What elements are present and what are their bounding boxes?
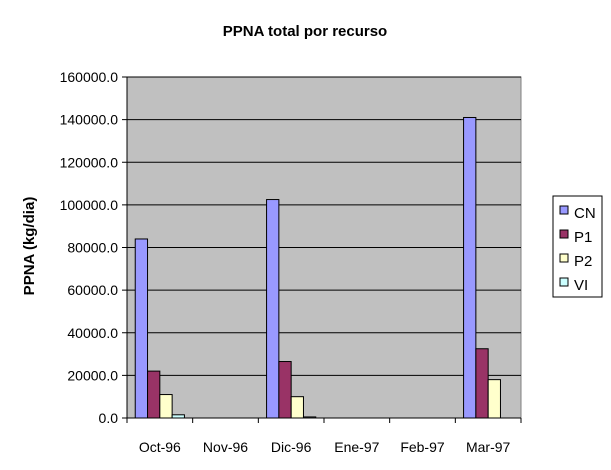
chart-title: PPNA total por recurso xyxy=(223,23,387,40)
x-tick-label: Ene-97 xyxy=(334,439,379,455)
y-tick-label: 140000.0 xyxy=(60,112,119,128)
bar-cn xyxy=(134,238,149,419)
y-tick-label: 0.0 xyxy=(99,410,119,426)
y-tick-label: 60000.0 xyxy=(67,282,118,298)
x-tick-label: Mar-97 xyxy=(466,439,511,455)
y-tick-label: 80000.0 xyxy=(67,240,118,256)
x-tick-label: Feb-97 xyxy=(400,439,445,455)
y-tick-label: 40000.0 xyxy=(67,325,118,341)
y-tick-label: 100000.0 xyxy=(60,197,119,213)
legend-swatch xyxy=(559,277,569,287)
bar-p1 xyxy=(475,348,489,419)
y-axis-title: PPNA (kg/dia) xyxy=(21,197,38,296)
legend-label: VI xyxy=(574,277,588,294)
bar-cn xyxy=(463,116,477,419)
bar-p1 xyxy=(147,370,161,419)
legend-label: P1 xyxy=(574,229,592,246)
bar-p1 xyxy=(278,361,292,419)
x-tick-label: Nov-96 xyxy=(203,439,248,455)
x-tick-label: Dic-96 xyxy=(271,439,312,455)
legend-swatch xyxy=(559,229,569,239)
legend-swatch xyxy=(559,253,569,263)
y-axis: 0.0 20000.0 40000.0 60000.0 80000.0 100000.0 1… xyxy=(60,69,128,426)
bar-p2 xyxy=(487,379,501,419)
y-tick-label: 120000.0 xyxy=(60,154,119,170)
legend: CN P1 P2 VI xyxy=(552,195,603,298)
legend-label: CN xyxy=(574,205,596,222)
x-axis: Oct-96 Nov-96 Dic-96 Ene-97 Feb-97 Mar-97 xyxy=(126,417,522,455)
bar-p2 xyxy=(159,394,173,419)
y-tick-label: 160000.0 xyxy=(60,69,119,85)
bar-p2 xyxy=(290,396,304,419)
legend-swatch xyxy=(559,205,569,215)
y-tick-label: 20000.0 xyxy=(67,367,118,383)
bar-cn xyxy=(266,199,280,419)
grid-lines xyxy=(127,76,521,376)
x-tick-label: Oct-96 xyxy=(139,439,181,455)
legend-label: P2 xyxy=(574,253,592,270)
